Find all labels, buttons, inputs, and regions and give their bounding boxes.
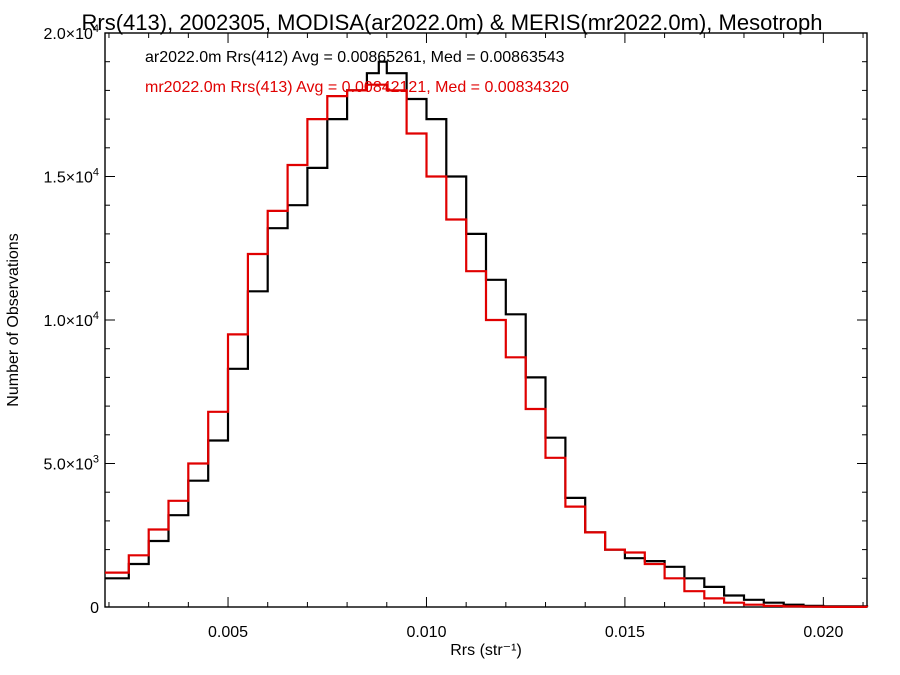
y-tick-label: 1.0×104 xyxy=(43,310,99,330)
x-tick-labels: 0.005 0.010 0.015 0.020 xyxy=(208,624,843,641)
x-tick-label: 0.020 xyxy=(803,624,843,641)
x-tick-label: 0.005 xyxy=(208,624,248,641)
legend-entry-modisa: ar2022.0m Rrs(412) Avg = 0.00865261, Med… xyxy=(145,49,565,66)
x-tick-label: 0.015 xyxy=(605,624,645,641)
y-axis-label: Number of Observations xyxy=(5,233,22,406)
axis-ticks xyxy=(105,32,867,608)
y-tick-label: 2.0×104 xyxy=(43,23,99,43)
y-tick-label: 5.0×103 xyxy=(43,454,99,474)
chart-title: Rrs(413), 2002305, MODISA(ar2022.0m) & M… xyxy=(82,10,823,35)
series-line-meris xyxy=(105,83,869,608)
y-tick-label: 0 xyxy=(90,600,99,617)
y-tick-label: 1.5×104 xyxy=(43,167,99,187)
series-line-modisa xyxy=(105,60,869,608)
x-axis-label: Rrs (str⁻¹) xyxy=(450,642,522,659)
series-lines xyxy=(105,60,869,608)
y-tick-labels: 0 5.0×103 1.0×104 1.5×104 2.0×104 xyxy=(43,23,99,617)
x-tick-label: 0.010 xyxy=(406,624,446,641)
legend-entry-meris: mr2022.0m Rrs(413) Avg = 0.00842121, Med… xyxy=(145,79,569,96)
